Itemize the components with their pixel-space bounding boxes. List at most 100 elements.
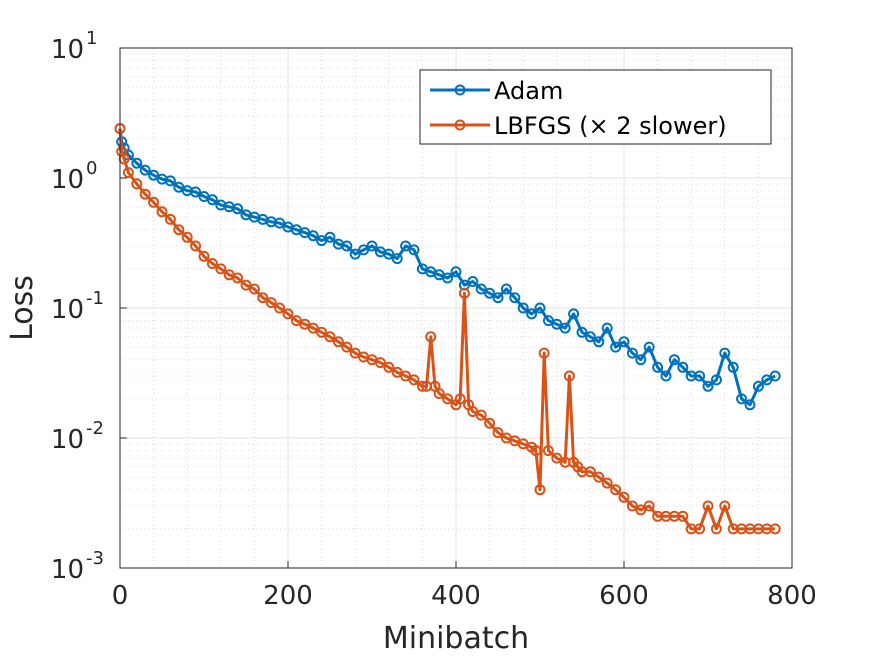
data-point-lbfgs [148, 196, 160, 208]
data-point-adam [727, 361, 739, 373]
data-point-adam [593, 336, 605, 348]
data-point-lbfgs [349, 347, 361, 359]
y-tick-label: 10 [51, 35, 84, 65]
data-point-lbfgs [530, 445, 542, 457]
data-point-adam [601, 322, 613, 334]
data-point-lbfgs [626, 500, 638, 512]
data-point-lbfgs [442, 393, 454, 405]
data-point-adam [358, 244, 370, 256]
x-tick-label: 600 [599, 581, 649, 611]
data-point-lbfgs [593, 471, 605, 483]
data-point-adam [643, 341, 655, 353]
x-axis-ticks: 0 200 400 600 800 [112, 561, 817, 611]
data-point-adam [584, 331, 596, 343]
data-point-adam [660, 370, 672, 382]
data-point-adam [761, 374, 773, 386]
data-point-adam [576, 326, 588, 338]
data-point-adam [408, 244, 420, 256]
data-point-lbfgs [475, 409, 487, 421]
data-point-lbfgs [454, 393, 466, 405]
data-point-adam [383, 248, 395, 260]
data-point-adam [232, 203, 244, 215]
legend-marker-lbfgs [454, 119, 466, 131]
data-point-lbfgs [190, 240, 202, 252]
data-point-adam [274, 217, 286, 229]
data-point-lbfgs [122, 167, 134, 179]
data-point-adam [517, 302, 529, 314]
y-tick-exponent: -2 [86, 418, 104, 439]
data-point-adam [559, 322, 571, 334]
data-point-adam [551, 318, 563, 330]
data-point-lbfgs [257, 292, 269, 304]
data-point-lbfgs [324, 331, 336, 343]
data-point-lbfgs [563, 370, 575, 382]
data-point-lbfgs [232, 272, 244, 284]
data-point-adam [206, 194, 218, 206]
legend-label-lbfgs: LBFGS (× 2 slower) [494, 112, 727, 140]
data-point-lbfgs [274, 302, 286, 314]
data-point-adam [500, 283, 512, 295]
y-axis-label: Loss [5, 275, 40, 341]
data-point-adam [164, 175, 176, 187]
data-point-lbfgs [248, 283, 260, 295]
data-point-adam [652, 361, 664, 373]
data-point-adam [534, 302, 546, 314]
x-axis-label: Minibatch [383, 621, 529, 656]
data-point-adam [710, 374, 722, 386]
data-point-lbfgs [458, 287, 470, 299]
data-point-adam [752, 380, 764, 392]
y-tick-exponent: 0 [86, 158, 97, 179]
data-point-lbfgs [374, 357, 386, 369]
data-point-adam [568, 308, 580, 320]
data-point-lbfgs [240, 279, 252, 291]
data-point-lbfgs [551, 452, 563, 464]
data-point-adam [131, 157, 143, 169]
data-point-lbfgs [181, 231, 193, 243]
data-point-adam [719, 347, 731, 359]
data-point-adam [610, 341, 622, 353]
data-point-adam [366, 240, 378, 252]
data-point-adam [702, 380, 714, 392]
data-point-lbfgs [282, 308, 294, 320]
data-point-lbfgs [416, 380, 428, 392]
data-point-adam [139, 164, 151, 176]
data-point-lbfgs [131, 178, 143, 190]
x-tick-label: 0 [112, 581, 129, 611]
data-point-lbfgs [610, 484, 622, 496]
data-point-lbfgs [769, 523, 781, 535]
data-point-lbfgs [307, 322, 319, 334]
data-point-lbfgs [492, 427, 504, 439]
data-point-lbfgs [341, 341, 353, 353]
data-point-adam [626, 347, 638, 359]
data-point-lbfgs [643, 500, 655, 512]
data-point-lbfgs [702, 500, 714, 512]
data-point-adam [148, 169, 160, 181]
data-point-lbfgs [534, 484, 546, 496]
data-point-adam [736, 393, 748, 405]
data-point-adam [400, 240, 412, 252]
data-point-lbfgs [299, 318, 311, 330]
data-point-lbfgs [156, 206, 168, 218]
data-point-lbfgs [710, 523, 722, 535]
data-point-adam [442, 272, 454, 284]
legend-label-adam: Adam [494, 77, 563, 105]
data-point-adam [694, 370, 706, 382]
data-point-lbfgs [538, 347, 550, 359]
data-point-lbfgs [215, 263, 227, 275]
data-point-adam [526, 308, 538, 320]
data-point-lbfgs [139, 188, 151, 200]
data-point-adam [307, 230, 319, 242]
legend-box [419, 69, 772, 145]
data-point-lbfgs [265, 297, 277, 309]
y-tick-label: 10 [51, 165, 84, 195]
data-point-lbfgs [677, 510, 689, 522]
data-point-lbfgs [719, 500, 731, 512]
y-tick-label: 10 [51, 555, 84, 585]
data-point-adam [635, 354, 647, 366]
y-tick-label: 10 [51, 425, 84, 455]
data-point-lbfgs [433, 388, 445, 399]
data-point-lbfgs [694, 523, 706, 535]
y-tick-label: 10 [51, 295, 84, 325]
data-point-adam [467, 276, 479, 287]
